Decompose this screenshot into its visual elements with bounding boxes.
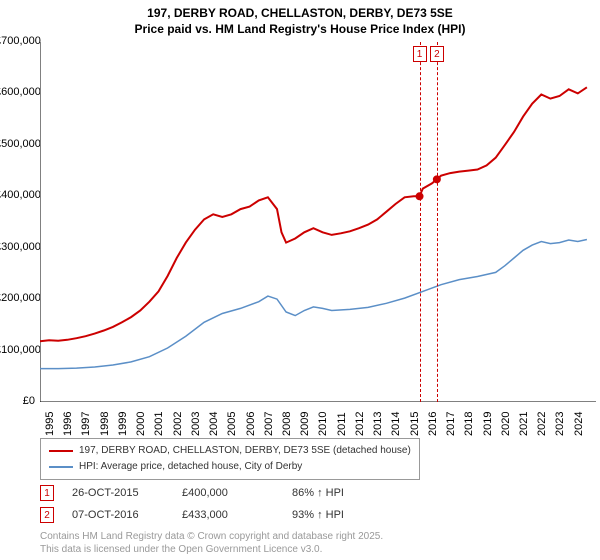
y-tick-label: £500,000 [0,138,35,150]
x-tick-label: 2008 [281,412,293,436]
legend: 197, DERBY ROAD, CHELLASTON, DERBY, DE73… [40,438,420,480]
marker-table-row: 2 07-OCT-2016£433,00093% ↑ HPI [40,504,402,526]
x-tick-label: 2006 [245,412,257,436]
x-tick-label: 2003 [190,412,202,436]
reference-label: 2 [430,46,444,62]
marker-number: 2 [40,507,54,523]
x-tick-label: 2002 [172,412,184,436]
y-tick-label: £700,000 [0,35,35,47]
x-tick-label: 2018 [463,412,475,436]
reference-label: 1 [413,46,427,62]
x-tick-label: 2014 [390,412,402,436]
x-tick-label: 1998 [99,412,111,436]
marker-table-row: 1 26-OCT-2015£400,00086% ↑ HPI [40,482,402,504]
legend-swatch [49,450,73,452]
x-tick-label: 1996 [62,412,74,436]
x-tick-label: 2013 [372,412,384,436]
reference-line [420,42,421,402]
x-tick-label: 2023 [554,412,566,436]
marker-date: 07-OCT-2016 [72,509,182,521]
legend-label: HPI: Average price, detached house, City… [79,459,302,475]
x-tick-label: 2009 [299,412,311,436]
legend-swatch [49,466,73,468]
y-tick-label: £400,000 [0,189,35,201]
marker-hpi: 86% ↑ HPI [292,487,402,499]
x-tick-label: 2021 [518,412,530,436]
series-hpi [40,240,587,369]
marker-date: 26-OCT-2015 [72,487,182,499]
y-tick-label: £200,000 [0,292,35,304]
footer-line-2: This data is licensed under the Open Gov… [40,543,383,556]
marker-hpi: 93% ↑ HPI [292,509,402,521]
chart-container: 197, DERBY ROAD, CHELLASTON, DERBY, DE73… [0,0,600,560]
x-tick-label: 1995 [44,412,56,436]
title-block: 197, DERBY ROAD, CHELLASTON, DERBY, DE73… [0,0,600,37]
x-tick-label: 2024 [573,412,585,436]
marker-price: £433,000 [182,509,292,521]
x-tick-label: 2001 [153,412,165,436]
y-tick-label: £300,000 [0,241,35,253]
x-tick-label: 2016 [427,412,439,436]
legend-label: 197, DERBY ROAD, CHELLASTON, DERBY, DE73… [79,443,411,459]
x-tick-label: 2010 [317,412,329,436]
title-line-1: 197, DERBY ROAD, CHELLASTON, DERBY, DE73… [0,6,600,22]
title-line-2: Price paid vs. HM Land Registry's House … [0,22,600,38]
legend-item: HPI: Average price, detached house, City… [49,459,411,475]
x-tick-label: 2012 [354,412,366,436]
reference-line [437,42,438,402]
x-tick-label: 2000 [135,412,147,436]
footer: Contains HM Land Registry data © Crown c… [40,530,383,556]
series-subject [40,87,587,341]
x-tick-label: 1997 [80,412,92,436]
x-tick-label: 2005 [226,412,238,436]
footer-line-1: Contains HM Land Registry data © Crown c… [40,530,383,543]
x-tick-label: 2022 [536,412,548,436]
x-tick-label: 2004 [208,412,220,436]
x-tick-label: 2020 [500,412,512,436]
x-tick-label: 2019 [482,412,494,436]
x-tick-label: 2017 [445,412,457,436]
y-tick-label: £600,000 [0,86,35,98]
marker-price: £400,000 [182,487,292,499]
x-tick-label: 2007 [263,412,275,436]
x-tick-label: 2015 [409,412,421,436]
legend-item: 197, DERBY ROAD, CHELLASTON, DERBY, DE73… [49,443,411,459]
x-tick-label: 2011 [336,412,348,436]
marker-number: 1 [40,485,54,501]
chart-plot [40,42,596,402]
x-tick-label: 1999 [117,412,129,436]
marker-table: 1 26-OCT-2015£400,00086% ↑ HPI 2 07-OCT-201… [40,482,402,526]
y-tick-label: £100,000 [0,344,35,356]
y-tick-label: £0 [0,395,35,407]
